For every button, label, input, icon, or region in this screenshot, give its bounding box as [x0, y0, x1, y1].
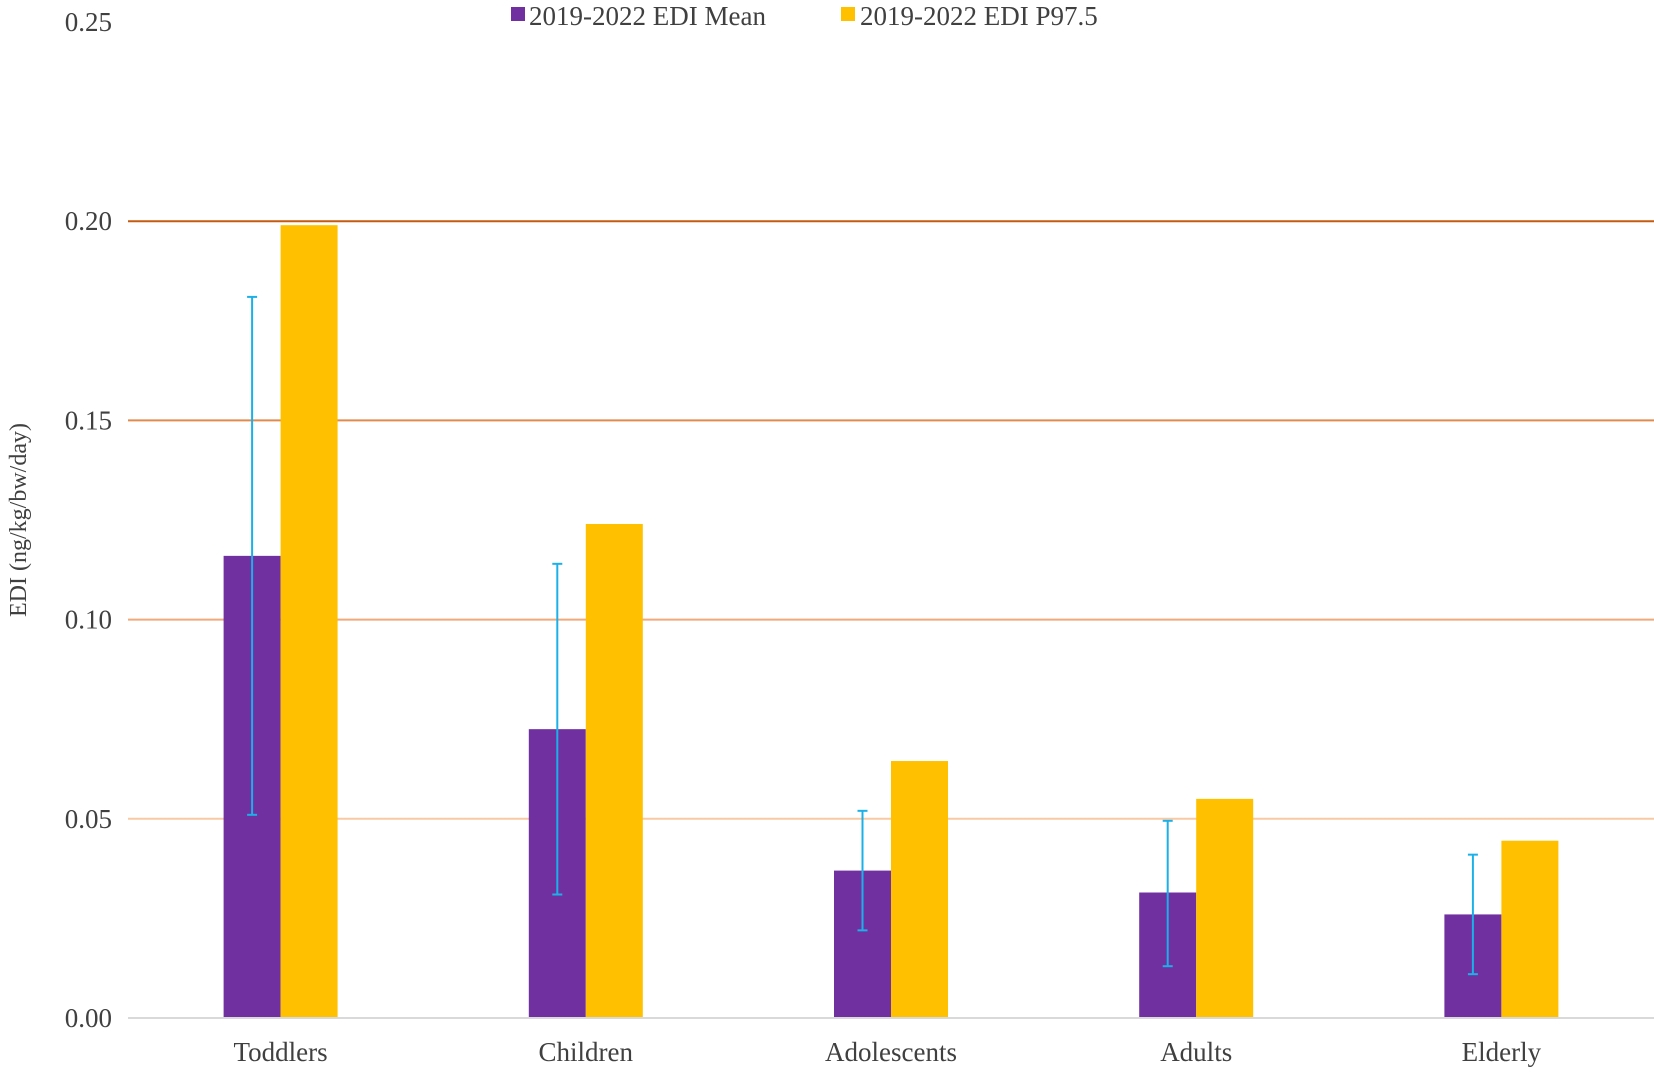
x-tick-label: Children — [539, 1037, 634, 1067]
y-tick-label: 0.10 — [65, 605, 112, 635]
bar — [585, 523, 643, 1018]
y-axis-label: EDI (ng/kg/bw/day) — [6, 423, 32, 617]
y-tick-label: 0.05 — [65, 804, 112, 834]
legend-swatch — [841, 7, 855, 21]
x-axis-categories: Toddlers Children Adolescents Adults Elderly — [234, 1037, 1542, 1067]
bar — [1196, 798, 1254, 1018]
x-tick-label: Adolescents — [825, 1037, 957, 1067]
bar — [280, 225, 338, 1018]
legend-swatch — [511, 7, 525, 21]
legend-label: 2019-2022 EDI Mean — [529, 1, 766, 31]
reference-lines — [128, 220, 1654, 820]
y-tick-label: 0.25 — [65, 7, 112, 37]
error-bars — [247, 295, 1478, 976]
x-tick-label: Toddlers — [234, 1037, 328, 1067]
x-tick-label: Elderly — [1462, 1037, 1542, 1067]
bar — [1501, 840, 1559, 1018]
legend: 2019-2022 EDI Mean 2019-2022 EDI P97.5 — [511, 1, 1098, 31]
y-tick-label: 0.00 — [65, 1003, 112, 1033]
y-tick-label: 0.20 — [65, 206, 112, 236]
bar — [891, 761, 948, 1018]
bars — [223, 225, 1559, 1018]
y-axis-ticks: 0.00 0.05 0.10 0.15 0.20 0.25 — [65, 7, 112, 1033]
x-tick-label: Adults — [1160, 1037, 1232, 1067]
legend-label: 2019-2022 EDI P97.5 — [860, 1, 1098, 31]
y-tick-label: 0.15 — [65, 405, 112, 435]
